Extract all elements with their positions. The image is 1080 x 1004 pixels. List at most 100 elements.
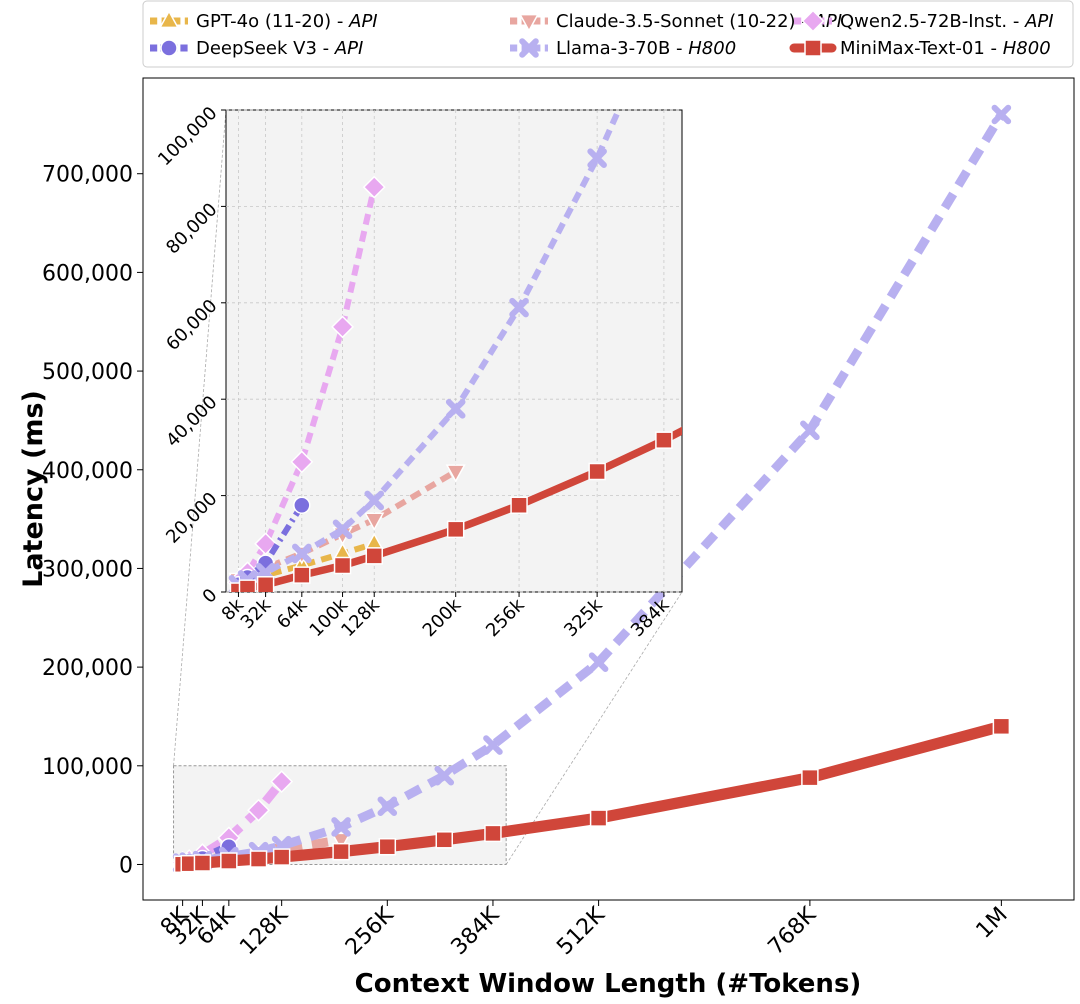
inset-point-llama-3-70b bbox=[445, 399, 466, 419]
inset-plot-area bbox=[225, 109, 683, 593]
inset-point-minimax-text-01 bbox=[256, 576, 275, 592]
inset-point-llama-3-70b bbox=[364, 490, 385, 511]
y-tick-label: 700,000 bbox=[42, 163, 133, 188]
inset-point-qwen2-5-72b-inst bbox=[254, 532, 278, 556]
inset-grid bbox=[226, 109, 682, 593]
legend-label: MiniMax-Text-01 - H800 bbox=[840, 38, 1051, 59]
main-point-minimax-text-01 bbox=[484, 824, 502, 843]
y-tick-label: 200,000 bbox=[42, 656, 133, 681]
legend-marker-triangle bbox=[158, 9, 180, 29]
legend-label: DeepSeek V3 - API bbox=[196, 38, 363, 59]
legend-label: GPT-4o (11-20) - API bbox=[196, 11, 378, 32]
x-tick-label: 384K bbox=[447, 902, 505, 960]
main-point-llama-3-70b bbox=[483, 735, 503, 755]
y-tick-label: 500,000 bbox=[42, 360, 133, 385]
main-point-minimax-text-01 bbox=[378, 837, 397, 856]
inset-point-minimax-text-01 bbox=[293, 566, 311, 584]
inset-point-llama-3-70b bbox=[509, 297, 529, 318]
legend-series-suffix: API bbox=[1024, 11, 1053, 32]
main-point-llama-3-70b bbox=[991, 104, 1012, 125]
main-point-minimax-text-01 bbox=[589, 809, 608, 827]
legend-entry-claude-3-5-sonnet-10-22: Claude-3.5-Sonnet (10-22) - API bbox=[510, 11, 842, 33]
main-point-minimax-text-01 bbox=[992, 717, 1011, 736]
legend-entry-qwen2-5-72b-inst: Qwen2.5-72B-Inst. - API bbox=[794, 9, 1054, 33]
legend-marker-triangle-down bbox=[518, 13, 540, 33]
legend-series-suffix: API bbox=[813, 11, 842, 32]
inset-point-minimax-text-01 bbox=[655, 431, 673, 449]
inset-point-qwen2-5-72b-inst bbox=[290, 450, 314, 474]
legend-label: Llama-3-70B - H800 bbox=[556, 38, 736, 59]
x-tick-label: 1M bbox=[972, 903, 1013, 944]
legend-label: Claude-3.5-Sonnet (10-22) - API bbox=[556, 11, 842, 32]
legend-label: Qwen2.5-72B-Inst. - API bbox=[840, 11, 1054, 32]
inset-point-minimax-text-01 bbox=[510, 496, 528, 514]
inset-point-llama-3-70b bbox=[587, 148, 607, 168]
legend-series-suffix: API bbox=[348, 11, 377, 32]
legend-entry-deepseek-v3: DeepSeek V3 - API bbox=[150, 38, 363, 59]
inset-point-deepseek-v3 bbox=[293, 496, 311, 514]
main-point-qwen2-5-72b-inst bbox=[270, 770, 294, 794]
legend-entry-minimax-text-01: MiniMax-Text-01 - H800 bbox=[789, 38, 1051, 59]
main-point-qwen2-5-72b-inst bbox=[247, 798, 271, 822]
y-tick-label: 0 bbox=[119, 853, 133, 878]
main-point-minimax-text-01 bbox=[435, 831, 454, 849]
legend-series-suffix: H800 bbox=[1003, 38, 1051, 59]
zoom-connector-line bbox=[505, 591, 683, 865]
inset-point-minimax-text-01 bbox=[365, 547, 383, 565]
main-point-minimax-text-01 bbox=[332, 842, 350, 861]
x-tick-label: 768K bbox=[764, 902, 822, 960]
legend-series-name: GPT-4o (11-20) - bbox=[196, 11, 349, 32]
legend-series-suffix: API bbox=[334, 38, 363, 59]
y-tick-label: 400,000 bbox=[42, 459, 133, 484]
legend-entry-gpt-4o-11-20: GPT-4o (11-20) - API bbox=[150, 9, 378, 32]
legend-series-name: Claude-3.5-Sonnet (10-22) - bbox=[556, 11, 814, 32]
main-point-minimax-text-01 bbox=[249, 850, 268, 868]
legend-series-name: DeepSeek V3 - bbox=[196, 38, 335, 59]
main-point-llama-3-70b bbox=[588, 652, 609, 672]
legend-entry-llama-3-70b: Llama-3-70B - H800 bbox=[510, 38, 736, 59]
main-point-claude-3-5-sonnet-10-22 bbox=[331, 832, 352, 851]
legend-marker-circle bbox=[160, 39, 178, 57]
inset-point-qwen2-5-72b-inst bbox=[331, 315, 355, 339]
main-point-llama-3-70b bbox=[800, 420, 820, 441]
inset-point-claude-3-5-sonnet-10-22 bbox=[364, 512, 385, 531]
inset-point-claude-3-5-sonnet-10-22 bbox=[445, 464, 466, 483]
inset-series-minimax-text-01 bbox=[229, 426, 682, 592]
main-point-minimax-text-01 bbox=[272, 848, 291, 866]
inset-point-qwen2-5-72b-inst bbox=[362, 175, 386, 199]
x-tick-label: 128K bbox=[235, 902, 293, 960]
inset-point-minimax-text-01 bbox=[446, 520, 465, 539]
inset-point-llama-3-70b bbox=[292, 543, 312, 564]
legend: GPT-4o (11-20) - API Claude-3.5-Sonnet (1… bbox=[142, 0, 1074, 68]
inset-point-minimax-text-01 bbox=[333, 556, 352, 575]
legend-marker-square bbox=[804, 39, 822, 57]
y-tick-label: 100,000 bbox=[42, 755, 133, 780]
y-axis-title: Latency (ms) bbox=[18, 390, 49, 588]
legend-marker-x bbox=[519, 38, 539, 58]
inset-point-llama-3-70b bbox=[332, 519, 353, 540]
main-series-minimax-text-01 bbox=[173, 717, 1011, 874]
inset-point-minimax-text-01 bbox=[588, 462, 606, 481]
legend-marker-diamond bbox=[801, 9, 825, 33]
legend-series-name: Llama-3-70B - bbox=[556, 38, 688, 59]
main-series bbox=[171, 104, 1012, 874]
legend-series-name: Qwen2.5-72B-Inst. - bbox=[840, 11, 1025, 32]
y-tick-label: 600,000 bbox=[42, 261, 133, 286]
main-point-llama-3-70b bbox=[377, 796, 398, 817]
inset-point-minimax-text-01 bbox=[238, 579, 257, 592]
x-tick-label: 256K bbox=[341, 902, 399, 960]
main-point-minimax-text-01 bbox=[193, 854, 212, 872]
x-tick-label: 512K bbox=[552, 902, 610, 960]
main-point-minimax-text-01 bbox=[220, 852, 238, 870]
inset-series bbox=[226, 110, 682, 592]
y-tick-label: 300,000 bbox=[42, 557, 133, 582]
legend-frame bbox=[142, 0, 1074, 68]
inset-line-qwen2-5-72b-inst bbox=[236, 186, 378, 585]
legend-series-suffix: H800 bbox=[688, 38, 736, 59]
x-axis-title: Context Window Length (#Tokens) bbox=[355, 969, 862, 999]
legend-series-name: MiniMax-Text-01 - bbox=[840, 38, 1003, 59]
main-point-llama-3-70b bbox=[434, 765, 455, 786]
main-point-llama-3-70b bbox=[331, 817, 351, 837]
main-point-minimax-text-01 bbox=[801, 768, 819, 787]
